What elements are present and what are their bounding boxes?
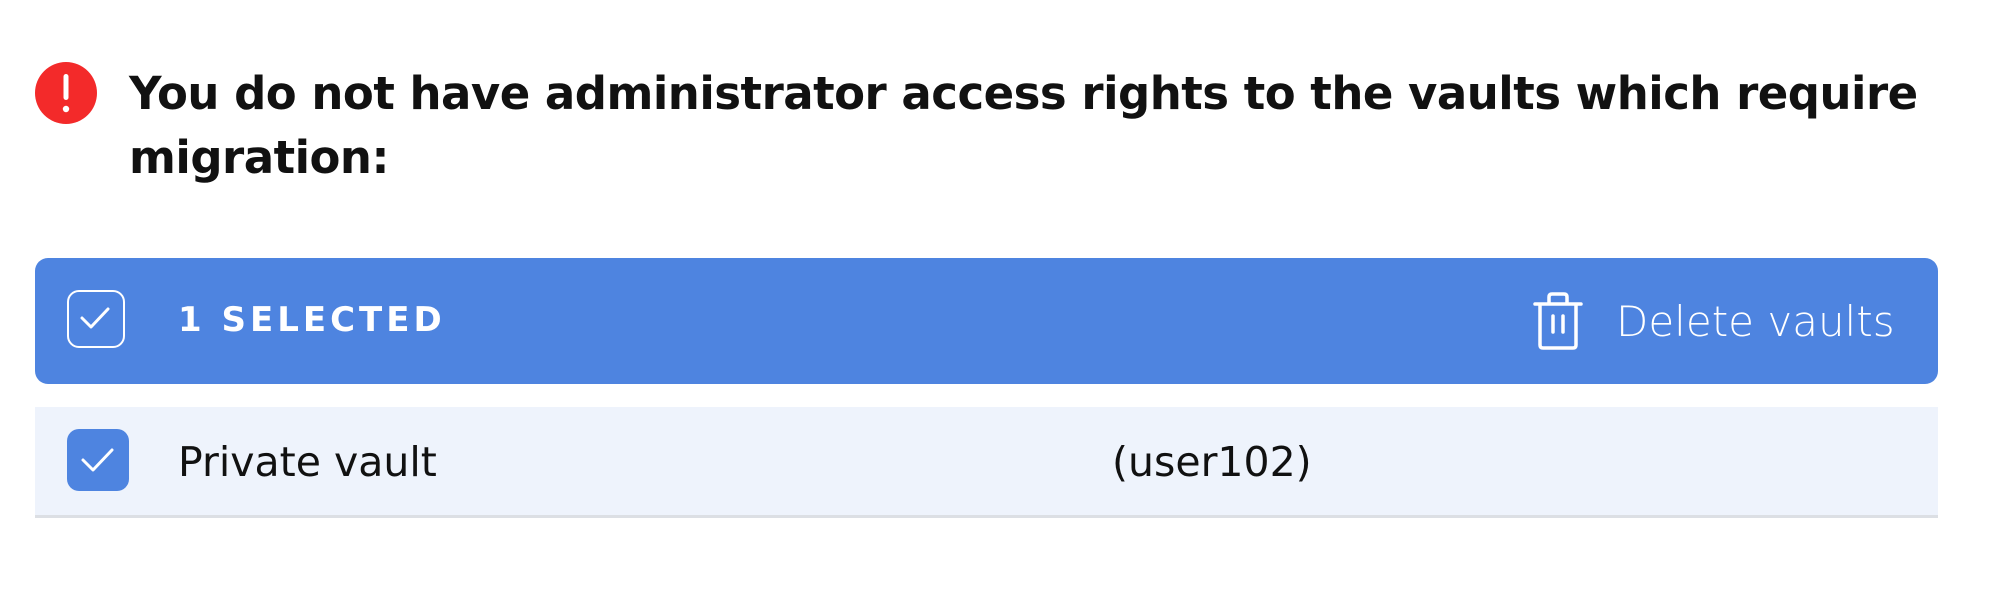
- vault-owner: (user102): [1112, 438, 1312, 486]
- alert-message: You do not have administrator access rig…: [129, 67, 1918, 184]
- vault-row[interactable]: Private vault (user102): [35, 407, 1938, 518]
- delete-vaults-button[interactable]: Delete vaults: [1532, 284, 1895, 358]
- vault-checkbox[interactable]: [67, 429, 129, 491]
- trash-icon: [1533, 292, 1583, 350]
- delete-vaults-label: Delete vaults: [1616, 296, 1895, 346]
- checkmark-icon: [80, 307, 110, 329]
- checkmark-icon: [81, 448, 114, 472]
- selection-bar: 1 SELECTED Delete vaults: [35, 258, 1938, 384]
- alert-icon: [35, 62, 97, 124]
- selected-count: 1 SELECTED: [178, 300, 446, 340]
- select-all-checkbox[interactable]: [67, 290, 125, 348]
- vault-name: Private vault: [178, 438, 437, 486]
